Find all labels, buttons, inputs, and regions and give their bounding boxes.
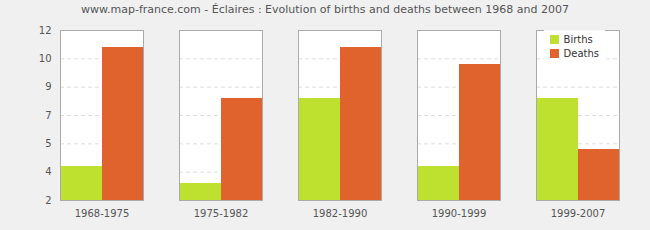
svg-text:12: 12 — [39, 25, 52, 36]
svg-text:2: 2 — [45, 195, 51, 206]
html-text:www.map-france.com - Éclaires: www.map-france.com - Éclaires : Evolutio… — [81, 3, 569, 16]
svg-text:5: 5 — [45, 138, 51, 149]
svg-text:1968-1975: 1968-1975 — [75, 208, 130, 219]
svg-text:10: 10 — [39, 53, 52, 64]
svg-text:4: 4 — [45, 166, 51, 177]
html-text:Deaths: Deaths — [563, 47, 599, 59]
svg-text:1982-1990: 1982-1990 — [313, 208, 368, 219]
svg-text:1975-1982: 1975-1982 — [194, 208, 249, 219]
svg-text:1990-1999: 1990-1999 — [432, 208, 487, 219]
svg-text:7: 7 — [45, 110, 51, 121]
svg-text:9: 9 — [45, 81, 51, 92]
svg-text:1999-2007: 1999-2007 — [551, 208, 606, 219]
html-text:Births: Births — [563, 33, 593, 45]
